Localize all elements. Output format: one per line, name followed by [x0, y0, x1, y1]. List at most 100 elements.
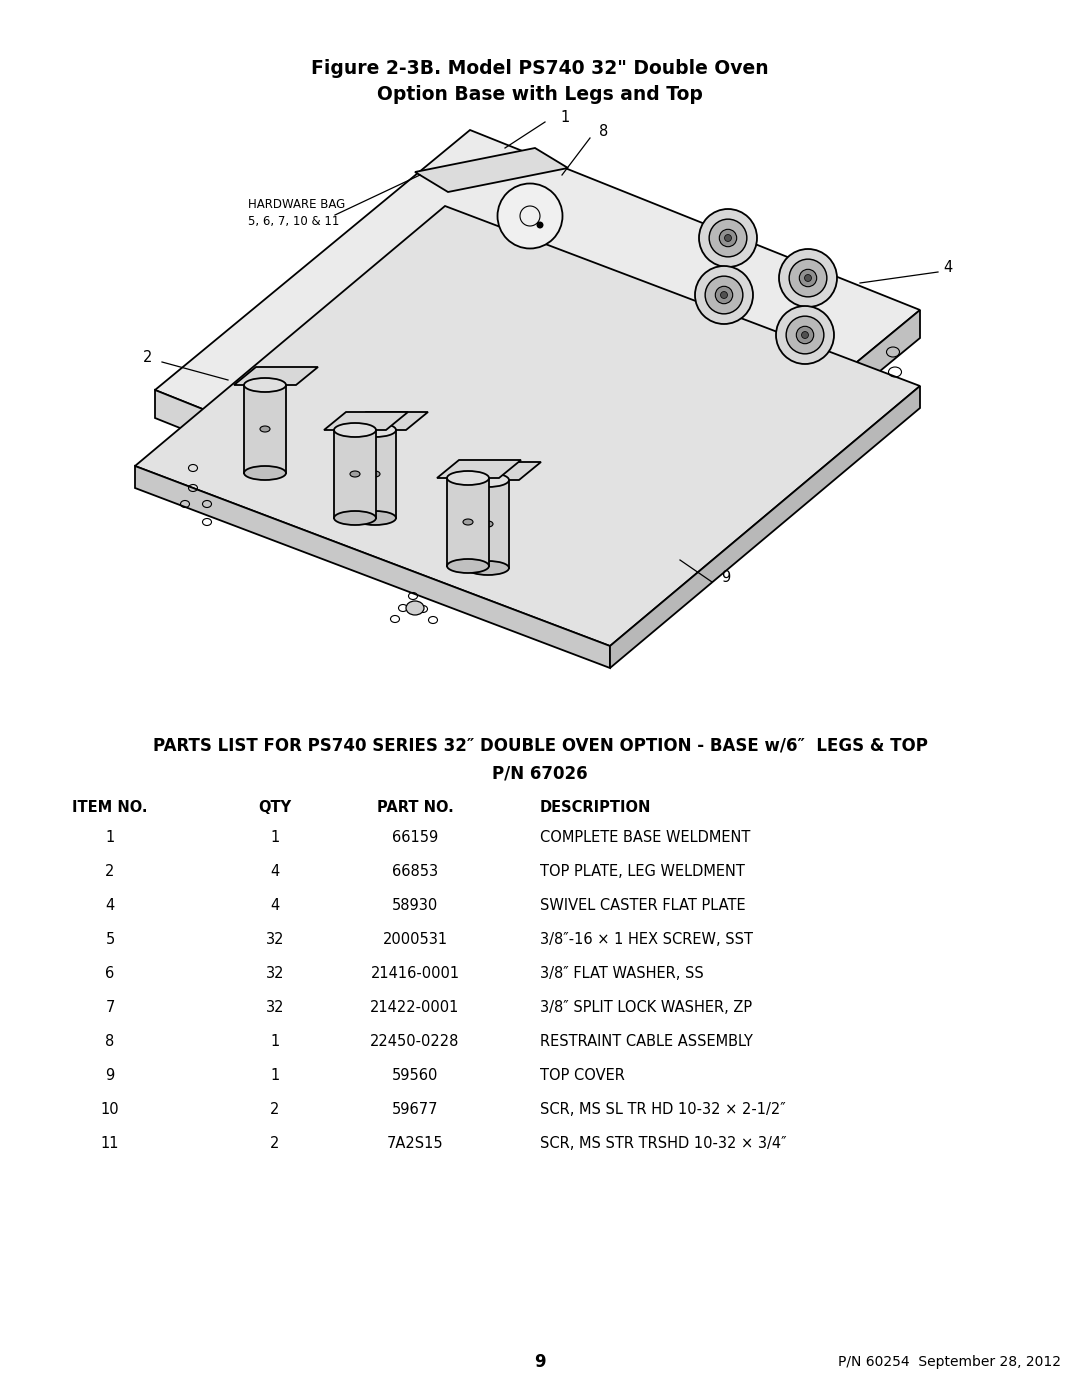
Text: 22450-0228: 22450-0228	[370, 1035, 460, 1049]
Ellipse shape	[350, 471, 360, 476]
Text: 4: 4	[270, 898, 280, 914]
Text: 66159: 66159	[392, 830, 438, 845]
Text: Option Base with Legs and Top: Option Base with Legs and Top	[377, 84, 703, 103]
Text: 2: 2	[270, 1137, 280, 1151]
Ellipse shape	[467, 562, 509, 576]
Ellipse shape	[537, 222, 543, 229]
Ellipse shape	[370, 471, 380, 476]
Text: 5: 5	[106, 933, 114, 947]
Text: SWIVEL CASTER FLAT PLATE: SWIVEL CASTER FLAT PLATE	[540, 898, 745, 914]
Text: 9: 9	[721, 570, 731, 585]
Ellipse shape	[244, 467, 286, 481]
Ellipse shape	[334, 511, 376, 525]
Ellipse shape	[777, 306, 834, 365]
Ellipse shape	[801, 331, 809, 338]
Ellipse shape	[467, 474, 509, 488]
Polygon shape	[415, 148, 568, 191]
Text: 1: 1	[270, 830, 280, 845]
Ellipse shape	[260, 426, 270, 432]
Ellipse shape	[483, 521, 492, 527]
Polygon shape	[135, 205, 920, 645]
Text: 8: 8	[599, 123, 609, 138]
Polygon shape	[156, 130, 920, 570]
Text: 3/8″ SPLIT LOCK WASHER, ZP: 3/8″ SPLIT LOCK WASHER, ZP	[540, 1000, 752, 1016]
Polygon shape	[156, 390, 605, 598]
Text: TOP PLATE, LEG WELDMENT: TOP PLATE, LEG WELDMENT	[540, 865, 745, 880]
Text: 1: 1	[270, 1035, 280, 1049]
Polygon shape	[437, 460, 521, 478]
Text: 9: 9	[535, 1354, 545, 1370]
Bar	[354, 430, 396, 518]
Polygon shape	[605, 310, 920, 598]
Text: 1: 1	[106, 830, 114, 845]
Polygon shape	[135, 467, 610, 668]
Text: 32: 32	[266, 933, 284, 947]
Ellipse shape	[719, 229, 737, 247]
Ellipse shape	[244, 379, 286, 393]
Text: SCR, MS SL TR HD 10-32 × 2-1/2″: SCR, MS SL TR HD 10-32 × 2-1/2″	[540, 1102, 786, 1118]
Text: 10: 10	[100, 1102, 119, 1118]
Ellipse shape	[498, 183, 563, 249]
Text: ITEM NO.: ITEM NO.	[72, 800, 148, 816]
Text: TOP COVER: TOP COVER	[540, 1069, 625, 1084]
Ellipse shape	[710, 219, 747, 257]
Polygon shape	[234, 367, 318, 386]
Ellipse shape	[725, 235, 731, 242]
Text: 2000531: 2000531	[382, 933, 447, 947]
Bar	[467, 481, 509, 569]
Text: 59677: 59677	[392, 1102, 438, 1118]
Ellipse shape	[720, 292, 728, 299]
Text: COMPLETE BASE WELDMENT: COMPLETE BASE WELDMENT	[540, 830, 751, 845]
Ellipse shape	[463, 520, 473, 525]
Text: 58930: 58930	[392, 898, 438, 914]
Ellipse shape	[447, 471, 489, 485]
Text: 4: 4	[943, 260, 953, 275]
Bar	[334, 430, 376, 518]
Text: HARDWARE BAG: HARDWARE BAG	[248, 198, 346, 211]
Text: 1: 1	[270, 1069, 280, 1084]
Ellipse shape	[699, 210, 757, 267]
Ellipse shape	[354, 511, 396, 525]
Text: 2: 2	[270, 1102, 280, 1118]
Bar	[244, 386, 286, 474]
Text: 6: 6	[106, 967, 114, 982]
Text: 8: 8	[106, 1035, 114, 1049]
Text: DESCRIPTION: DESCRIPTION	[540, 800, 651, 816]
Text: 3/8″-16 × 1 HEX SCREW, SST: 3/8″-16 × 1 HEX SCREW, SST	[540, 933, 753, 947]
Polygon shape	[610, 386, 920, 668]
Text: 66853: 66853	[392, 865, 438, 880]
Polygon shape	[324, 412, 408, 430]
Text: SCR, MS STR TRSHD 10-32 × 3/4″: SCR, MS STR TRSHD 10-32 × 3/4″	[540, 1137, 786, 1151]
Text: 7: 7	[106, 1000, 114, 1016]
Text: PART NO.: PART NO.	[377, 800, 454, 816]
Ellipse shape	[696, 265, 753, 324]
Ellipse shape	[779, 249, 837, 307]
Text: RESTRAINT CABLE ASSEMBLY: RESTRAINT CABLE ASSEMBLY	[540, 1035, 753, 1049]
Text: 5, 6, 7, 10 & 11: 5, 6, 7, 10 & 11	[248, 215, 339, 229]
Ellipse shape	[789, 260, 827, 296]
Text: Figure 2-3B. Model PS740 32" Double Oven: Figure 2-3B. Model PS740 32" Double Oven	[311, 59, 769, 77]
Text: P/N 60254  September 28, 2012: P/N 60254 September 28, 2012	[838, 1355, 1062, 1369]
Ellipse shape	[705, 277, 743, 314]
Text: QTY: QTY	[258, 800, 292, 816]
Ellipse shape	[354, 423, 396, 437]
Text: 32: 32	[266, 967, 284, 982]
Ellipse shape	[715, 286, 732, 303]
Text: PARTS LIST FOR PS740 SERIES 32″ DOUBLE OVEN OPTION - BASE w/6″  LEGS & TOP: PARTS LIST FOR PS740 SERIES 32″ DOUBLE O…	[152, 736, 928, 754]
Text: 7A2S15: 7A2S15	[387, 1137, 443, 1151]
Text: 9: 9	[106, 1069, 114, 1084]
Ellipse shape	[447, 559, 489, 573]
Text: 21416-0001: 21416-0001	[370, 967, 460, 982]
Bar	[447, 478, 489, 566]
Polygon shape	[345, 412, 428, 430]
Ellipse shape	[796, 327, 813, 344]
Text: 4: 4	[106, 898, 114, 914]
Ellipse shape	[805, 275, 811, 281]
Ellipse shape	[799, 270, 816, 286]
Text: 11: 11	[100, 1137, 119, 1151]
Text: P/N 67026: P/N 67026	[492, 764, 588, 782]
Text: 1: 1	[561, 110, 569, 126]
Text: 32: 32	[266, 1000, 284, 1016]
Ellipse shape	[786, 316, 824, 353]
Text: 3/8″ FLAT WASHER, SS: 3/8″ FLAT WASHER, SS	[540, 967, 704, 982]
